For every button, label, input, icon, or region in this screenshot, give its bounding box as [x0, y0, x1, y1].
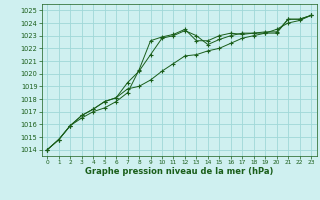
X-axis label: Graphe pression niveau de la mer (hPa): Graphe pression niveau de la mer (hPa): [85, 167, 273, 176]
